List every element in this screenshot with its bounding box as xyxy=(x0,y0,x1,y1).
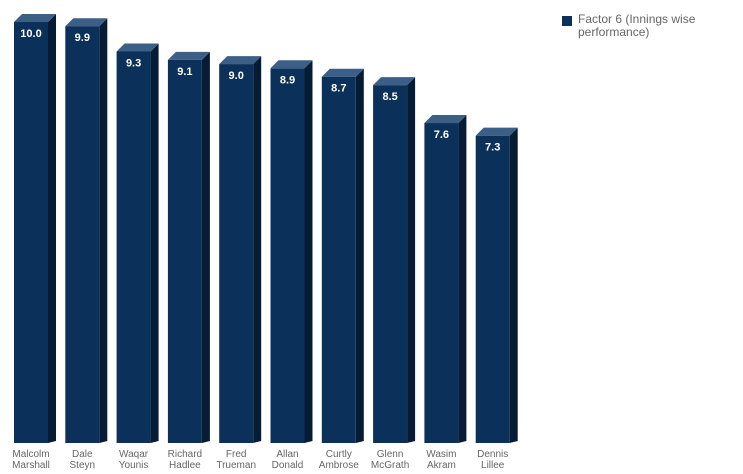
bar-front xyxy=(424,123,459,443)
x-tick-label: McGrath xyxy=(371,460,409,471)
x-tick-label: Lillee xyxy=(481,460,505,471)
legend: Factor 6 (Innings wise performance) xyxy=(562,13,737,39)
data-label: 9.3 xyxy=(126,57,141,69)
data-label: 8.7 xyxy=(331,83,346,95)
bar: 10.0 xyxy=(14,14,56,443)
bar-top xyxy=(65,18,108,27)
bar: 8.7 xyxy=(321,68,364,443)
x-tick-label: Ambrose xyxy=(319,460,359,471)
bar: 9.9 xyxy=(65,18,108,444)
bar-front xyxy=(321,76,356,443)
data-label: 9.1 xyxy=(177,66,192,78)
x-tick-label: Dennis xyxy=(477,449,508,460)
bar: 9.3 xyxy=(116,43,159,443)
data-label: 9.0 xyxy=(229,70,244,82)
x-tick-label: Akram xyxy=(427,460,456,471)
bar-side xyxy=(355,68,364,443)
bar-front xyxy=(219,64,254,443)
bar-top xyxy=(424,115,467,124)
bar: 8.9 xyxy=(270,60,313,444)
bar-front xyxy=(167,59,202,443)
x-tick-label: Steyn xyxy=(70,460,96,471)
bar-side xyxy=(253,56,262,443)
bar-top xyxy=(475,127,518,136)
bar-front xyxy=(475,135,510,444)
data-label: 7.6 xyxy=(434,129,449,141)
bar: 9.0 xyxy=(219,56,262,443)
bar-top xyxy=(270,60,313,69)
bar-side xyxy=(458,115,467,443)
x-tick-label: Richard xyxy=(168,449,202,460)
legend-swatch xyxy=(562,16,572,26)
x-tick-label: Donald xyxy=(272,460,304,471)
bar-top xyxy=(14,14,56,22)
x-tick-label: Curtly xyxy=(326,449,352,460)
bar-front xyxy=(270,68,305,443)
bar-front xyxy=(14,22,48,443)
bar-side xyxy=(48,14,56,443)
bar-side xyxy=(509,127,518,444)
x-tick-label: Dale xyxy=(72,449,93,460)
bar-front xyxy=(116,51,151,443)
x-tick-label: Trueman xyxy=(216,460,256,471)
data-label: 8.5 xyxy=(382,91,397,103)
bar: 7.6 xyxy=(424,115,467,443)
bar: 8.5 xyxy=(373,77,416,444)
bar: 7.3 xyxy=(475,127,518,444)
bar-front xyxy=(373,85,408,444)
x-tick-label: Malcolm xyxy=(12,449,49,460)
data-label: 7.3 xyxy=(485,142,500,154)
data-label: 8.9 xyxy=(280,74,295,86)
bar-top xyxy=(167,51,210,60)
bar-top xyxy=(219,56,262,65)
legend-label: Factor 6 (Innings wise performance) xyxy=(578,12,696,39)
bar-side xyxy=(150,43,159,443)
x-tick-label: Allan xyxy=(276,449,298,460)
bar-top xyxy=(321,68,364,77)
bar: 9.1 xyxy=(167,51,210,443)
bar-side xyxy=(201,51,210,443)
bar-front xyxy=(65,26,100,444)
bar-side xyxy=(304,60,313,444)
bar-side xyxy=(99,18,108,444)
x-tick-label: Marshall xyxy=(12,460,50,471)
bar-top xyxy=(116,43,159,52)
x-tick-label: Younis xyxy=(119,460,149,471)
bar-top xyxy=(373,77,416,86)
x-tick-label: Waqar xyxy=(119,449,149,460)
data-label: 10.0 xyxy=(20,28,41,40)
x-tick-label: Wasim xyxy=(426,449,456,460)
x-tick-label: Glenn xyxy=(377,449,404,460)
data-label: 9.9 xyxy=(75,32,90,44)
bar-side xyxy=(407,77,416,444)
x-tick-label: Hadlee xyxy=(169,460,201,471)
x-tick-label: Fred xyxy=(226,449,247,460)
